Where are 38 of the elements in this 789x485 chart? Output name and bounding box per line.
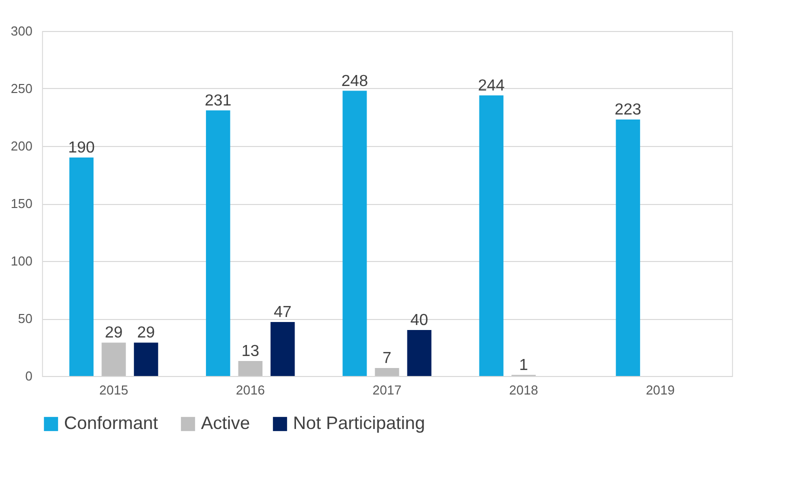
x-tick-label: 2019 <box>646 382 675 398</box>
legend-label: Active <box>201 413 250 433</box>
y-tick-label: 150 <box>10 196 32 211</box>
data-label: 29 <box>104 324 123 342</box>
y-tick-label: 200 <box>10 138 32 154</box>
data-label: 7 <box>382 350 392 367</box>
data-label: 244 <box>478 77 505 94</box>
x-tick-label: 2018 <box>509 382 538 398</box>
bar <box>374 368 400 376</box>
bar <box>134 342 158 376</box>
data-label: 231 <box>204 92 232 110</box>
data-label: 29 <box>137 324 156 342</box>
bar <box>479 95 504 376</box>
y-tick-label: 100 <box>10 254 32 268</box>
x-tick-label: 2017 <box>372 382 402 398</box>
data-label: 47 <box>274 304 292 321</box>
legend-label: Not Participating <box>293 413 426 433</box>
y-tick-label: 250 <box>10 81 32 96</box>
data-label: 13 <box>241 343 260 360</box>
bar <box>407 330 432 376</box>
y-tick-label: 0 <box>25 368 32 384</box>
bar <box>206 110 230 376</box>
data-label: 1 <box>519 356 528 374</box>
bar <box>616 120 640 376</box>
data-label: 223 <box>614 102 642 119</box>
bar <box>102 342 126 376</box>
x-tick-label: 2015 <box>99 382 128 398</box>
y-tick-label: 300 <box>10 24 32 38</box>
legend-label: Conformant <box>64 413 158 433</box>
data-label: 190 <box>68 140 95 156</box>
data-label: 248 <box>341 72 368 90</box>
bar <box>69 158 94 376</box>
bar <box>270 322 295 376</box>
bar <box>238 361 262 376</box>
bar <box>342 90 367 376</box>
data-label: 40 <box>410 312 428 329</box>
x-tick-label: 2016 <box>236 382 265 398</box>
y-tick-label: 50 <box>18 311 32 326</box>
